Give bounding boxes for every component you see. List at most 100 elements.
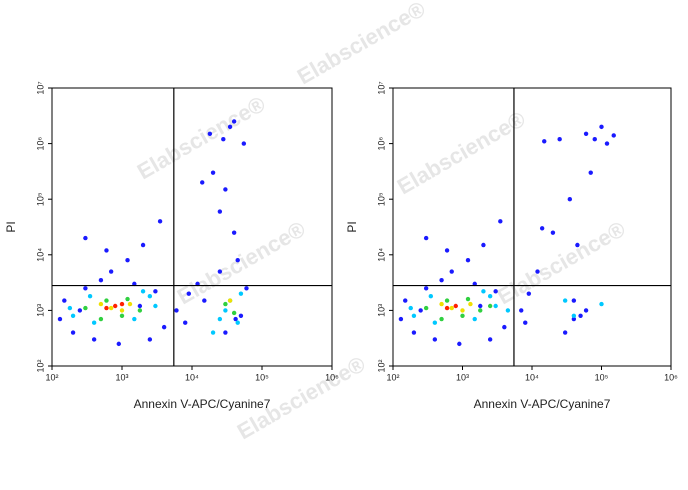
event-dot	[210, 170, 216, 175]
event-dot	[231, 310, 237, 316]
event-dot	[217, 316, 223, 322]
event-dot	[140, 242, 146, 248]
points	[398, 124, 616, 347]
event-dot	[67, 305, 73, 311]
event-dot	[108, 305, 114, 311]
event-dot	[238, 291, 244, 296]
event-dot	[444, 248, 450, 253]
event-dot	[465, 257, 471, 263]
event-dot	[91, 320, 97, 325]
watermark: Elabscience®	[393, 106, 530, 199]
event-dot	[183, 320, 188, 325]
event-dot	[119, 301, 125, 307]
event-dot	[472, 316, 477, 322]
event-dot	[70, 330, 76, 335]
event-dot	[557, 136, 562, 142]
event-dot	[227, 298, 233, 303]
event-dot	[460, 308, 465, 313]
event-dot	[478, 308, 483, 313]
event-dot	[453, 303, 458, 309]
y-axis-title: PI	[345, 221, 359, 232]
event-dot	[83, 286, 88, 291]
event-dot	[217, 269, 223, 274]
event-dot	[98, 316, 104, 322]
event-dot	[200, 180, 205, 185]
event-dot	[487, 303, 493, 309]
event-dot	[235, 320, 240, 325]
event-dot	[186, 291, 191, 296]
x-tick-label: 10³	[115, 372, 128, 382]
event-dot	[137, 308, 143, 313]
event-dot	[398, 316, 404, 322]
event-dot	[423, 305, 429, 311]
event-dot	[432, 337, 438, 342]
event-dot	[113, 303, 118, 309]
event-dot	[153, 303, 158, 309]
watermark: Elabscience®	[133, 91, 270, 184]
event-dot	[487, 337, 493, 342]
event-dot	[423, 286, 429, 291]
y-tick-label: 10³	[35, 304, 45, 317]
watermark: Elabscience®	[293, 0, 430, 89]
event-dot	[457, 341, 462, 347]
event-dot	[227, 124, 233, 130]
event-dot	[223, 187, 228, 192]
y-tick-label: 10⁵	[376, 192, 386, 206]
event-dot	[408, 305, 413, 311]
event-dot	[62, 298, 67, 303]
event-dot	[599, 301, 604, 307]
event-dot	[221, 136, 226, 142]
event-dot	[432, 320, 438, 325]
event-dot	[562, 330, 568, 335]
event-dot	[439, 277, 444, 283]
event-dot	[428, 294, 434, 299]
event-dot	[583, 131, 589, 137]
event-dot	[140, 289, 146, 294]
event-dot	[423, 235, 429, 241]
event-dot	[550, 230, 556, 235]
x-tick-label: 10⁴	[525, 372, 539, 382]
event-dot	[449, 305, 454, 311]
y-tick-label: 10⁷	[35, 81, 45, 94]
event-dot	[119, 308, 125, 313]
x-tick-label: 10²	[45, 372, 58, 382]
event-dot	[104, 305, 109, 311]
event-dot	[125, 257, 130, 263]
event-dot	[583, 308, 589, 313]
event-dot	[460, 313, 465, 318]
event-dot	[147, 337, 153, 342]
y-tick-label: 10³	[376, 304, 386, 317]
x-tick-label: 10³	[456, 372, 469, 382]
event-dot	[87, 294, 93, 299]
event-dot	[217, 209, 223, 214]
event-dot	[571, 313, 577, 318]
event-dot	[223, 330, 228, 335]
event-dot	[535, 269, 540, 274]
x-tick-label: 10⁴	[185, 372, 199, 382]
event-dot	[449, 269, 454, 274]
event-dot	[70, 313, 76, 318]
event-dot	[478, 303, 483, 309]
event-dot	[542, 139, 547, 144]
event-dot	[567, 197, 573, 202]
x-axis-title: Annexin V-APC/Cyanine7	[134, 397, 271, 411]
event-dot	[604, 141, 610, 146]
event-dot	[147, 294, 153, 299]
event-dot	[493, 303, 498, 309]
event-dot	[481, 242, 486, 248]
x-tick-label: 10⁵	[255, 372, 269, 382]
event-dot	[153, 289, 158, 294]
y-tick-label: 10⁷	[376, 81, 386, 94]
event-dot	[539, 226, 545, 231]
event-dot	[119, 313, 125, 318]
event-dot	[116, 341, 121, 347]
event-dot	[223, 301, 228, 307]
event-dot	[493, 289, 498, 294]
event-dot	[411, 313, 417, 318]
event-dot	[207, 131, 213, 137]
event-dot	[231, 230, 237, 235]
y-tick-label: 10⁶	[35, 136, 45, 150]
event-dot	[444, 298, 450, 303]
event-dot	[411, 330, 417, 335]
event-dot	[592, 136, 597, 142]
